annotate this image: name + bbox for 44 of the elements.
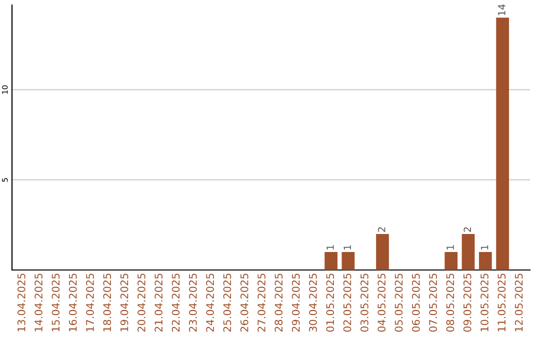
x-tick-label: 03.05.2025 [360,274,368,332]
data-label: 1 [446,245,454,250]
x-tick-label: 16.04.2025 [68,274,77,332]
x-tick-label: 05.05.2025 [394,274,403,332]
data-label: 1 [344,245,351,250]
x-tick-label: 30.04.2025 [309,274,317,332]
x-tick-label: 09.05.2025 [463,274,472,332]
x-tick-label: 24.04.2025 [206,274,214,332]
data-label: 1 [481,245,488,250]
bar [478,252,492,270]
bar [462,234,475,270]
x-tick-label: 19.04.2025 [120,274,128,332]
bar [444,252,458,270]
x-tick-label: 01.05.2025 [326,274,334,332]
data-label: 2 [378,227,386,232]
x-tick-label: 11.05.2025 [498,274,506,332]
bar [342,252,355,270]
x-tick-label: 13.04.2025 [17,274,26,332]
x-tick-label: 27.04.2025 [258,274,266,332]
x-tick-label: 18.04.2025 [103,274,112,332]
x-tick-label: 23.04.2025 [188,274,197,332]
x-tick-label: 22.04.2025 [172,274,180,332]
data-label: 14 [498,4,506,16]
bar [496,18,509,270]
data-label: 2 [464,227,471,232]
x-tick-label: 06.05.2025 [412,274,420,332]
x-tick-label: 07.05.2025 [429,274,437,332]
bar [324,252,338,270]
x-tick-label: 02.05.2025 [343,274,352,332]
x-tick-label: 20.04.2025 [138,274,146,332]
x-tick-label: 17.04.2025 [86,274,94,332]
x-tick-label: 29.04.2025 [292,274,300,332]
x-tick-label: 04.05.2025 [378,274,386,332]
x-tick-label: 28.04.2025 [274,274,283,332]
x-tick-label: 25.04.2025 [223,274,232,332]
bar [376,234,389,270]
x-tick-label: 10.05.2025 [480,274,488,332]
x-tick-label: 26.04.2025 [240,274,248,332]
x-tick-label: 12.05.2025 [514,274,523,332]
x-tick-label: 14.04.2025 [34,274,42,332]
x-tick-label: 08.05.2025 [446,274,454,332]
data-label: 1 [326,245,334,250]
x-tick-label: 15.04.2025 [52,274,60,332]
x-tick-label: 21.04.2025 [154,274,163,332]
